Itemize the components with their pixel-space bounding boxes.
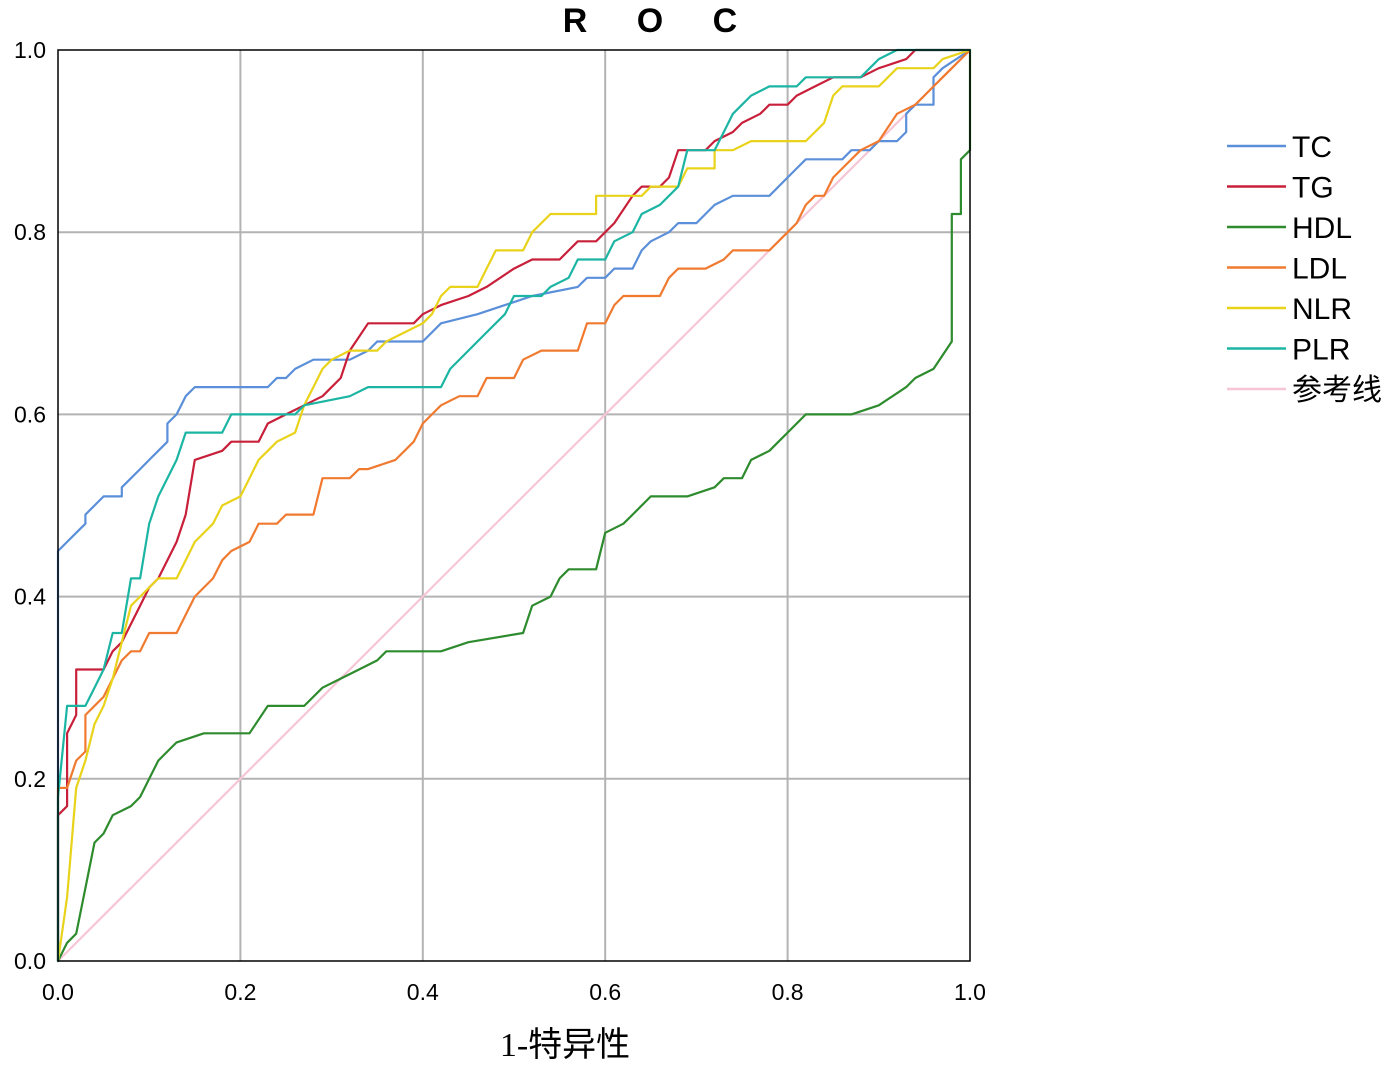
legend-label-reference: 参考线 bbox=[1292, 373, 1382, 408]
tick-labels: 0.0 0.2 0.4 0.6 0.8 1.0 0.0 0.2 0.4 0.6 0.8 1.0 bbox=[14, 37, 986, 1005]
legend-label-plr: PLR bbox=[1292, 334, 1350, 367]
x-tick-label: 0.6 bbox=[589, 979, 621, 1005]
x-tick-label: 0.2 bbox=[224, 979, 256, 1005]
x-tick-label: 1.0 bbox=[954, 979, 986, 1005]
plot-series bbox=[56, 48, 972, 963]
legend: TC TG HDL LDL NLR PLR 参考线 bbox=[1227, 131, 1382, 408]
series-line-nlr bbox=[56, 48, 972, 963]
chart-title: R O C bbox=[563, 2, 757, 40]
legend-label-ldl: LDL bbox=[1292, 253, 1347, 286]
legend-label-nlr: NLR bbox=[1292, 293, 1352, 326]
x-tick-label: 0.8 bbox=[772, 979, 804, 1005]
legend-label-tc: TC bbox=[1292, 131, 1332, 164]
y-tick-label: 0.4 bbox=[14, 584, 46, 610]
series-line-tc bbox=[56, 48, 972, 963]
y-tick-label: 0.2 bbox=[14, 766, 46, 792]
series-line-tg bbox=[56, 48, 972, 963]
y-tick-label: 1.0 bbox=[14, 37, 46, 63]
series-line-reference bbox=[56, 48, 972, 963]
legend-label-hdl: HDL bbox=[1292, 212, 1352, 245]
plot-frame bbox=[57, 49, 971, 962]
series-line-ldl bbox=[56, 48, 972, 963]
series-line-hdl bbox=[56, 48, 972, 963]
x-axis-title: 1-特异性 bbox=[500, 1026, 630, 1064]
y-tick-label: 0.6 bbox=[14, 401, 46, 427]
legend-label-tg: TG bbox=[1292, 172, 1334, 205]
grid-lines bbox=[58, 50, 970, 961]
y-tick-label: 0.0 bbox=[14, 948, 46, 974]
series-line-plr bbox=[56, 48, 972, 963]
x-tick-label: 0.4 bbox=[407, 979, 439, 1005]
x-tick-label: 0.0 bbox=[42, 979, 74, 1005]
y-tick-label: 0.8 bbox=[14, 219, 46, 245]
